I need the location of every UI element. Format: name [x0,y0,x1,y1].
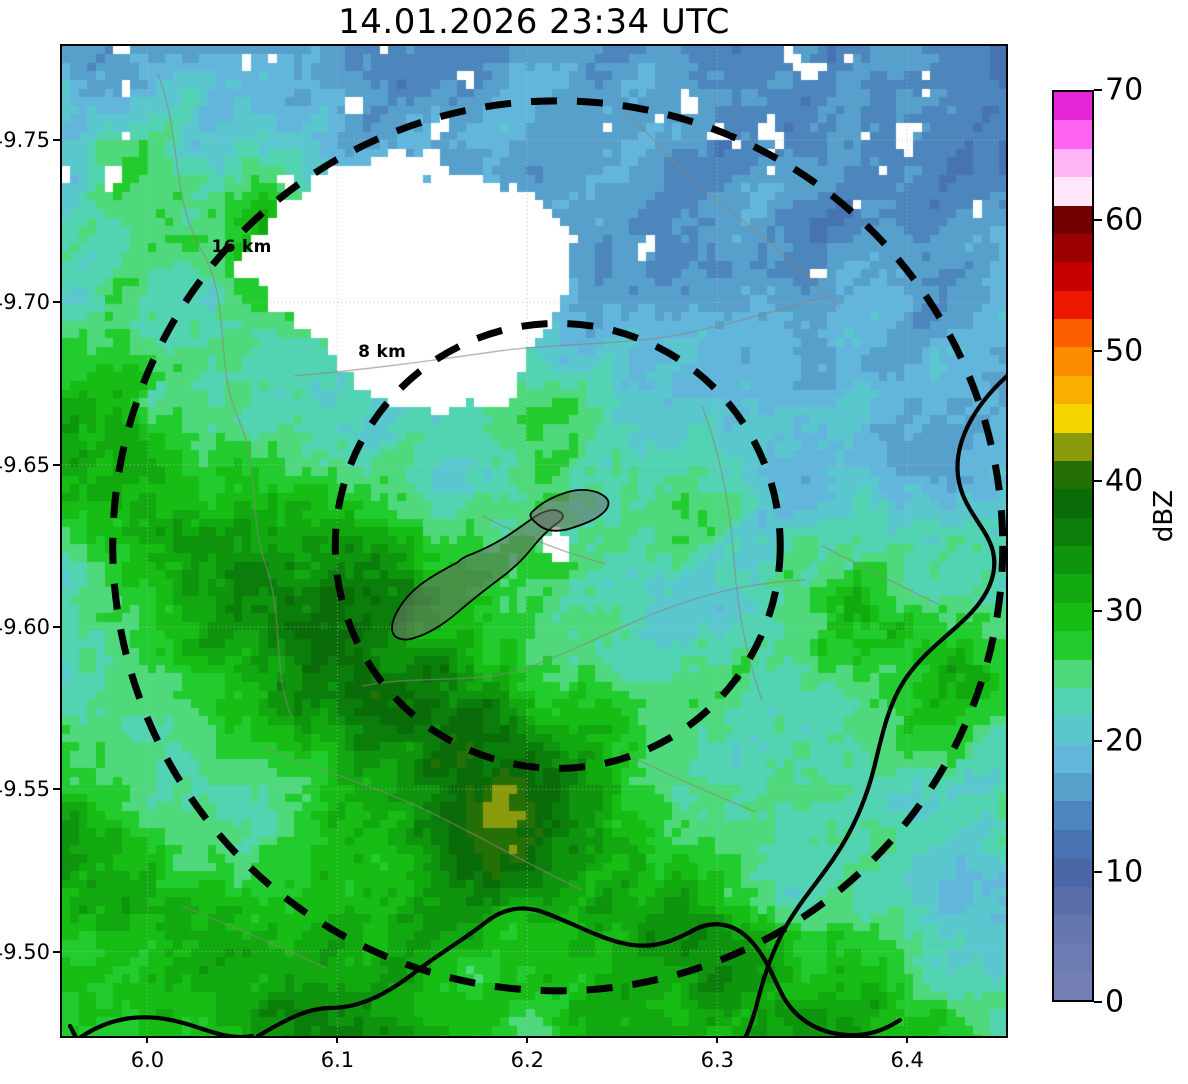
colorbar-tick-label: 60 [1105,202,1144,238]
road-line [181,905,327,969]
national-border [743,374,1006,1036]
range-ring-16km [109,97,1006,995]
y-axis-tick-label: 49.65 [0,452,50,477]
y-axis-tick-label: 49.55 [0,777,50,802]
road-line [293,295,829,377]
colorbar-band [1054,886,1092,915]
colorbar-tick-label: 10 [1105,854,1144,890]
colorbar-band [1054,432,1092,461]
road-line [621,105,841,309]
page-title: 14.01.2026 23:34 UTC [338,2,730,42]
colorbar-tick-label: 40 [1105,463,1144,499]
colorbar-band [1054,943,1092,972]
colorbar-band [1054,687,1092,717]
colorbar-tick-mark [1094,870,1102,873]
x-axis-tick-label: 6.3 [700,1048,734,1072]
colorbar-band [1054,517,1092,546]
y-axis-tick-label: 49.60 [0,615,50,640]
y-axis-tick-mark [53,788,60,791]
colorbar-tick-mark [1094,349,1102,352]
national-border [67,1023,78,1036]
colorbar-tick-label: 70 [1105,72,1144,108]
colorbar-title: dBZ [1149,489,1180,543]
colorbar-band [1054,92,1092,121]
colorbar-tick-label: 30 [1105,593,1144,629]
radar-map-axes: 16 km 8 km [60,44,1008,1038]
x-axis-tick-mark [716,1036,719,1043]
national-border [78,906,903,1036]
range-ring-label-16km: 16 km [211,237,272,258]
y-axis-tick-label: 49.50 [0,939,50,964]
colorbar-band [1054,574,1092,603]
colorbar-band [1054,546,1092,575]
colorbar-band [1054,290,1092,319]
x-axis-tick-label: 6.4 [890,1048,924,1072]
colorbar-tick-label: 20 [1105,723,1144,759]
colorbar-band [1054,914,1092,944]
map-overlay [62,46,1006,1036]
colorbar-band [1054,829,1092,859]
y-axis-tick-label: 49.75 [0,128,50,153]
colorbar-band [1054,460,1092,490]
colorbar-tick-mark [1094,740,1102,743]
colorbar-band [1054,716,1092,745]
y-axis-tick-mark [53,950,60,953]
colorbar-band [1054,233,1092,263]
colorbar-tick-mark [1094,479,1102,482]
x-axis-tick-mark [146,1036,149,1043]
y-axis-tick-mark [53,301,60,304]
city-boundary-polygon [529,489,610,532]
colorbar-band [1054,858,1092,887]
colorbar-band [1054,177,1092,206]
range-ring-label-8km: 8 km [358,341,407,362]
colorbar [1052,90,1094,1002]
colorbar-tick-label: 0 [1105,984,1125,1020]
colorbar-band [1054,319,1092,348]
road-line [821,545,939,605]
x-axis-tick-mark [906,1036,909,1043]
colorbar-band [1054,120,1092,149]
colorbar-band [1054,631,1092,660]
x-axis-tick-mark [336,1036,339,1043]
colorbar-band [1054,262,1092,291]
colorbar-tick-mark [1094,1001,1102,1003]
colorbar-band [1054,375,1092,405]
x-axis-tick-label: 6.0 [130,1048,165,1072]
colorbar-tick-mark [1094,219,1102,222]
range-ring-8km [331,319,784,772]
colorbar-band [1054,602,1092,632]
colorbar-band [1054,205,1092,234]
colorbar-band [1054,347,1092,376]
colorbar-band [1054,489,1092,518]
y-axis-tick-mark [53,463,60,466]
road-line [481,515,607,565]
colorbar-tick-label: 50 [1105,333,1144,369]
road-line [621,751,757,813]
colorbar-band [1054,801,1092,830]
y-axis-tick-label: 49.70 [0,290,50,315]
colorbar-band [1054,148,1092,178]
y-axis-tick-mark [53,626,60,629]
colorbar-band [1054,404,1092,433]
colorbar-band [1054,659,1092,688]
y-axis-tick-mark [53,139,60,142]
colorbar-band [1054,773,1092,802]
x-axis-tick-label: 6.2 [510,1048,545,1072]
road-line [157,73,293,719]
x-axis-tick-label: 6.1 [320,1048,355,1072]
x-axis-tick-mark [526,1036,529,1043]
road-line [261,745,583,891]
colorbar-tick-mark [1094,610,1102,613]
colorbar-tick-mark [1094,89,1102,91]
colorbar-band [1054,971,1092,1000]
city-boundary-polygon [391,509,564,641]
colorbar-band [1054,744,1092,773]
